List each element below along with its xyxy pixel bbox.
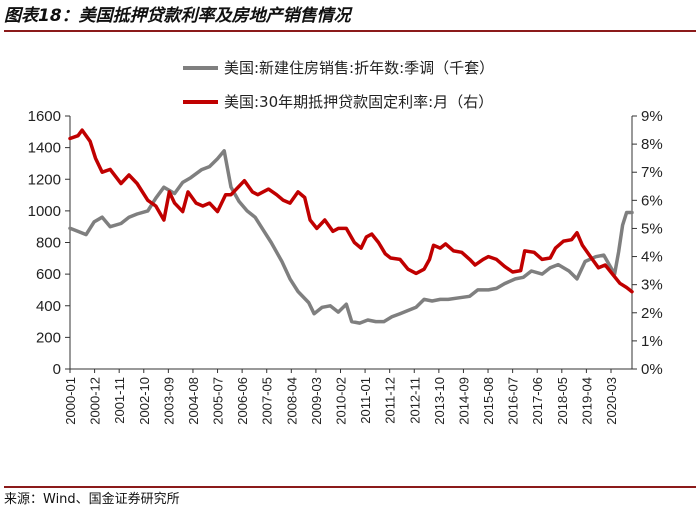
x-tick-label: 2012-11 xyxy=(407,377,422,424)
x-tick-label: 2013-10 xyxy=(432,377,447,425)
x-tick-label: 2000-12 xyxy=(88,377,103,425)
y-right-tick-label: 2% xyxy=(641,305,663,322)
x-tick-label: 2018-05 xyxy=(555,377,570,425)
y-right-tick-label: 4% xyxy=(641,249,663,266)
x-tick-label: 2011-01 xyxy=(358,377,373,424)
y-left-tick-label: 800 xyxy=(36,235,61,252)
x-tick-label: 2014-09 xyxy=(456,377,471,425)
y-left-tick-label: 0 xyxy=(53,361,61,378)
x-tick-label: 2017-06 xyxy=(530,377,545,425)
series-lines xyxy=(68,128,634,325)
axes: 0 200 400 600 800 1000 1200 1400 1600 0% 1% 2% 3% 4% 5… xyxy=(28,108,663,425)
y-left-tick-label: 1200 xyxy=(28,171,61,188)
y-left-tick-label: 1000 xyxy=(28,203,61,220)
y-right-tick-label: 5% xyxy=(641,220,663,237)
x-tick-label: 2009-03 xyxy=(309,377,324,425)
y-right-tick-label: 8% xyxy=(641,136,663,153)
legend-label: 美国:30年期抵押贷款固定利率:月（右） xyxy=(224,93,493,111)
x-tick-label: 2007-05 xyxy=(260,377,275,425)
y-right-tick-label: 6% xyxy=(641,192,663,209)
y-right-tick-label: 9% xyxy=(641,108,663,125)
x-tick-label: 2004-08 xyxy=(186,377,201,425)
y-right-tick-label: 1% xyxy=(641,333,663,350)
x-tick-label: 2019-04 xyxy=(579,377,594,425)
y-right-tick-label: 0% xyxy=(641,361,663,378)
x-tick-label: 2000-01 xyxy=(63,377,78,425)
chart-title: 图表18：美国抵押贷款利率及房地产销售情况 xyxy=(4,2,696,32)
source-note: 来源：Wind、国金证券研究所 xyxy=(4,486,696,512)
x-tick-label: 2016-07 xyxy=(506,377,521,425)
x-tick-label: 2001-11 xyxy=(112,377,127,424)
x-tick-label: 2002-10 xyxy=(137,377,152,425)
y-left-tick-label: 1600 xyxy=(28,108,61,125)
legend-label: 美国:新建住房销售:折年数:季调（千套） xyxy=(224,59,494,77)
mortgage-rate-line xyxy=(68,128,634,294)
x-tick-label: 2003-09 xyxy=(161,377,176,425)
x-tick-label: 2005-07 xyxy=(211,377,226,425)
x-tick-label: 2008-04 xyxy=(284,377,299,425)
y-right-tick-label: 3% xyxy=(641,277,663,294)
y-left-tick-label: 600 xyxy=(36,266,61,283)
y-left-tick-label: 200 xyxy=(36,329,61,346)
y-left-tick-label: 1400 xyxy=(28,140,61,157)
x-tick-label: 2015-08 xyxy=(481,377,496,425)
x-tick-label: 2006-06 xyxy=(235,377,250,425)
x-tick-label: 2020-03 xyxy=(604,377,619,425)
x-tick-label: 2011-12 xyxy=(383,377,398,424)
x-tick-label: 2010-02 xyxy=(333,377,348,425)
y-right-tick-label: 7% xyxy=(641,164,663,181)
legend: 美国:新建住房销售:折年数:季调（千套） 美国:30年期抵押贷款固定利率:月（右） xyxy=(183,59,494,111)
y-left-tick-label: 400 xyxy=(36,298,61,315)
